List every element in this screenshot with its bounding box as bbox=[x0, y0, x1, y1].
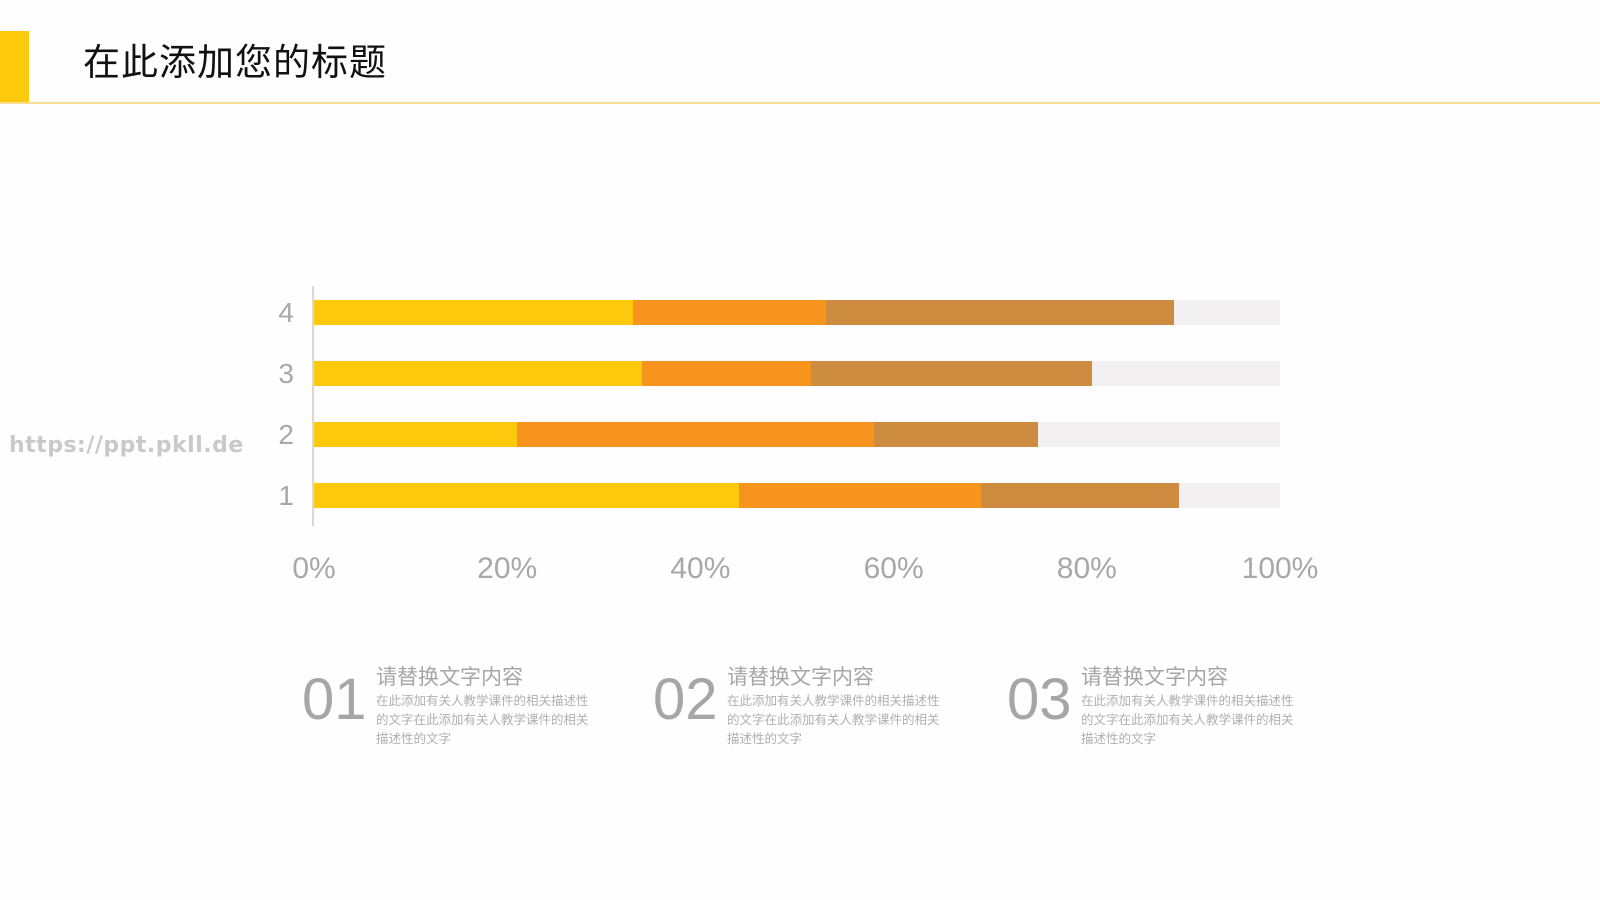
x-tick-label: 20% bbox=[477, 552, 538, 585]
bar-segment-series-4 bbox=[1038, 422, 1280, 447]
bar-segment-series-2 bbox=[516, 422, 875, 447]
info-heading: 请替换文字内容 bbox=[1081, 665, 1228, 689]
x-tick-label: 100% bbox=[1241, 552, 1319, 585]
bar-segment-series-2 bbox=[739, 483, 981, 508]
info-number: 02 bbox=[653, 667, 718, 732]
bar-segment-series-3 bbox=[980, 483, 1179, 508]
bar-segment-series-3 bbox=[874, 422, 1039, 447]
bar-segment-series-3 bbox=[811, 361, 1092, 386]
x-tick-label: 80% bbox=[1056, 552, 1117, 585]
page-title: 在此添加您的标题 bbox=[83, 41, 387, 84]
y-tick-label: 4 bbox=[278, 297, 294, 328]
info-description: 在此添加有关人教学课件的相关描述性的文字在此添加有关人教学课件的相关描述性的文字 bbox=[727, 693, 940, 746]
info-number: 01 bbox=[302, 667, 367, 732]
bar-row-1 bbox=[314, 483, 1280, 508]
y-tick-label: 2 bbox=[278, 419, 294, 450]
bar-row-2 bbox=[314, 422, 1280, 447]
y-tick-label: 1 bbox=[278, 480, 294, 511]
bar-segment-series-4 bbox=[1091, 361, 1280, 386]
y-tick-label: 3 bbox=[278, 358, 294, 389]
info-description: 在此添加有关人教学课件的相关描述性的文字在此添加有关人教学课件的相关描述性的文字 bbox=[1081, 693, 1294, 746]
stacked-bar-chart: 1 2 3 4 0% 20% 40% 60% 80% 100% bbox=[250, 280, 1350, 600]
bar-row-3 bbox=[314, 361, 1280, 386]
x-tick-label: 60% bbox=[863, 552, 924, 585]
title-divider bbox=[0, 102, 1600, 104]
bar-segment-series-1 bbox=[314, 361, 643, 386]
bar-segment-series-1 bbox=[314, 483, 740, 508]
watermark-url: https://ppt.pkll.de bbox=[9, 433, 244, 458]
info-heading: 请替换文字内容 bbox=[376, 665, 523, 689]
bar-segment-series-3 bbox=[825, 300, 1174, 325]
bar-row-4 bbox=[314, 300, 1280, 325]
info-number: 03 bbox=[1007, 667, 1072, 732]
y-axis-line bbox=[312, 286, 314, 526]
x-tick-label: 40% bbox=[670, 552, 731, 585]
title-accent-block bbox=[0, 31, 29, 103]
x-tick-label: 0% bbox=[292, 552, 336, 585]
bar-segment-series-4 bbox=[1173, 300, 1280, 325]
bar-segment-series-1 bbox=[314, 300, 633, 325]
bar-segment-series-2 bbox=[642, 361, 812, 386]
bar-segment-series-1 bbox=[314, 422, 517, 447]
info-description: 在此添加有关人教学课件的相关描述性的文字在此添加有关人教学课件的相关描述性的文字 bbox=[376, 693, 589, 746]
bar-segment-series-2 bbox=[632, 300, 826, 325]
bar-segment-series-4 bbox=[1178, 483, 1280, 508]
info-heading: 请替换文字内容 bbox=[727, 665, 874, 689]
